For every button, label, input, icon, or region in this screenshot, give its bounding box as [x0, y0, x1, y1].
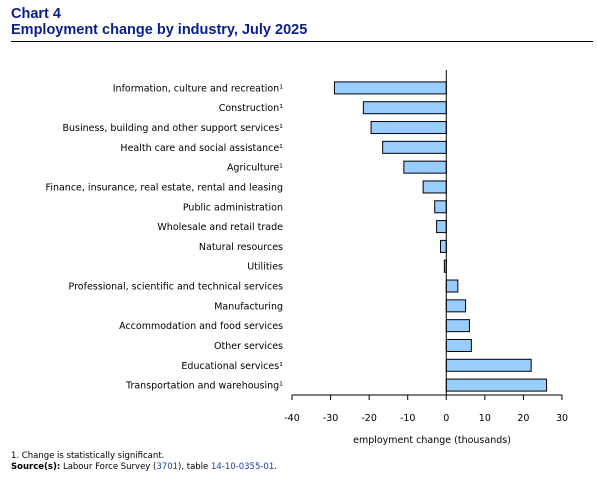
chart-title: Employment change by industry, July 2025 [11, 22, 308, 38]
x-tick-label: -10 [400, 413, 416, 424]
bar [445, 338, 472, 352]
source-text-3: . [274, 462, 277, 472]
chart-number: Chart 4 [11, 6, 61, 22]
category-label: Information, culture and recreation¹ [113, 83, 283, 94]
category-label: Business, building and other support ser… [62, 123, 283, 134]
bar [333, 81, 447, 95]
x-tick-label: 30 [556, 413, 568, 424]
bar [382, 140, 447, 154]
category-label: Natural resources [199, 242, 283, 253]
x-tick-label: -40 [284, 413, 300, 424]
bar [445, 279, 459, 293]
bar [370, 121, 447, 135]
category-label: Professional, scientific and technical s… [69, 282, 284, 293]
x-axis-label: employment change (thousands) [353, 435, 511, 446]
bar [403, 160, 447, 174]
category-label: Manufacturing [214, 301, 283, 312]
category-label: Transportation and warehousing¹ [125, 381, 283, 392]
source-line: Source(s): Labour Force Survey (3701), t… [11, 462, 277, 473]
bar [434, 200, 447, 214]
bar [440, 239, 447, 253]
survey-link[interactable]: 3701 [156, 462, 179, 472]
x-tick-label: -30 [323, 413, 339, 424]
x-tick-label: 0 [443, 413, 449, 424]
bar [445, 378, 548, 392]
bar [422, 180, 447, 194]
source-text-1: Labour Force Survey ( [60, 462, 157, 472]
category-label: Construction¹ [219, 103, 283, 114]
category-label: Wholesale and retail trade [157, 222, 283, 233]
table-link[interactable]: 14-10-0355-01 [210, 462, 275, 472]
category-label: Agriculture¹ [227, 163, 283, 174]
category-label: Other services [214, 341, 283, 352]
category-label: Accommodation and food services [119, 321, 283, 332]
bar [362, 101, 447, 115]
category-label: Utilities [247, 262, 283, 273]
category-label: Finance, insurance, real estate, rental … [46, 182, 283, 193]
x-tick-label: 20 [517, 413, 529, 424]
bar [445, 319, 470, 333]
chart-title-block: Chart 4 Employment change by industry, J… [11, 6, 593, 42]
bar [436, 220, 447, 234]
source-text-2: ), table [178, 462, 211, 472]
x-tick-label: -20 [361, 413, 377, 424]
bar [445, 299, 467, 313]
bar [445, 358, 532, 372]
source-label: Source(s): [11, 462, 61, 472]
category-label: Public administration [183, 202, 283, 213]
category-label: Educational services¹ [181, 361, 283, 372]
significance-note: 1. Change is statistically significant. [11, 451, 165, 461]
x-tick-label: 10 [479, 413, 491, 424]
category-label: Health care and social assistance¹ [120, 143, 283, 154]
footnotes: 1. Change is statistically significant. … [11, 451, 277, 473]
